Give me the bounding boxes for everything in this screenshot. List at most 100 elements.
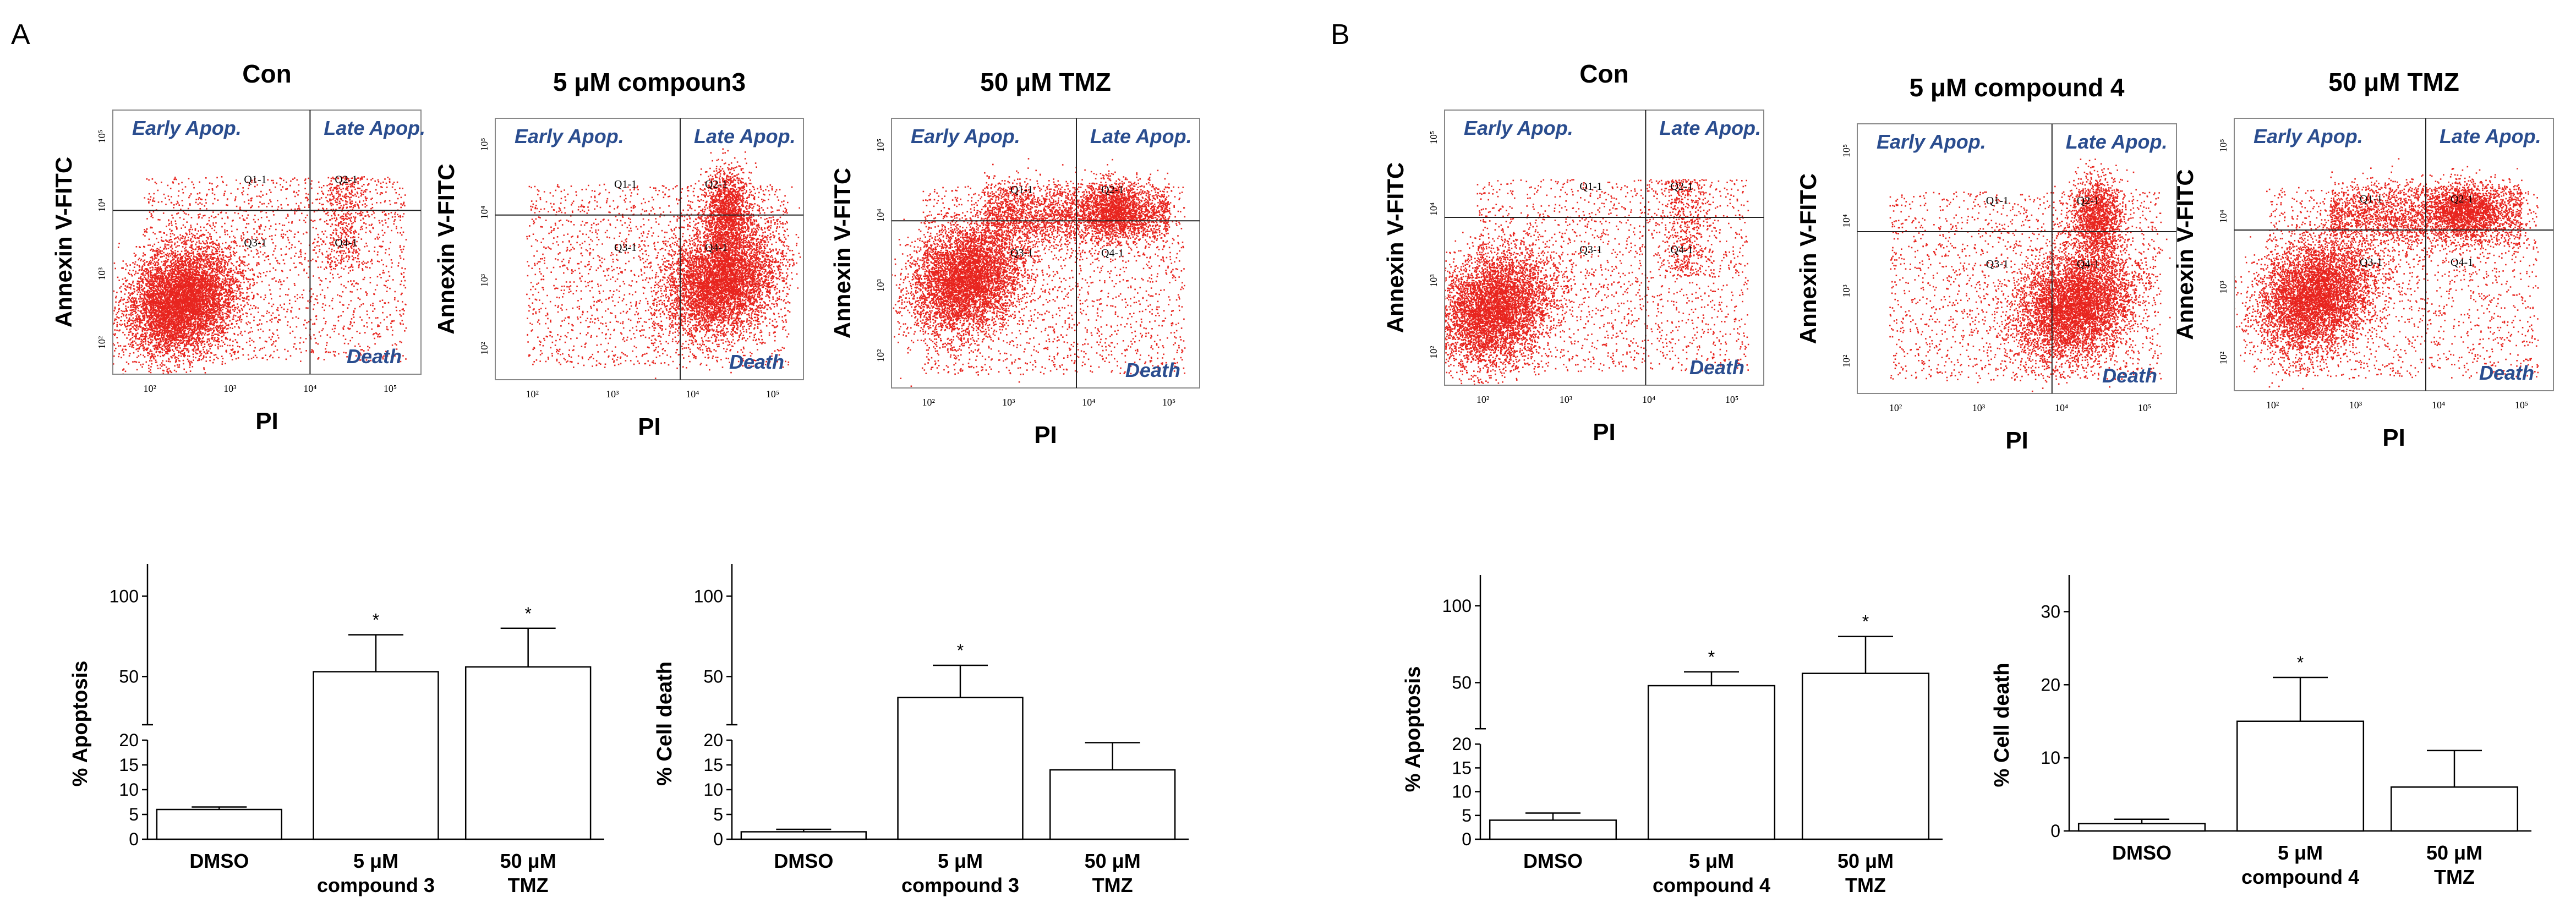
category-label: DMSO: [2112, 841, 2172, 864]
category-label: DMSO: [1523, 850, 1583, 872]
y-axis-title: Annexin V-FITC: [2172, 169, 2198, 340]
x-tick-label: 10²: [1889, 402, 1902, 413]
x-tick-label: 10⁴: [686, 389, 699, 400]
y-tick-label: 10³: [96, 267, 107, 280]
y-tick-label: 10⁴: [479, 206, 490, 219]
bar: [1648, 686, 1775, 839]
quadrant-q3-label: Q3-1: [1010, 247, 1033, 259]
category-label: 50 μM: [2426, 841, 2482, 864]
quadrant-q4-label: Q4-1: [2077, 258, 2099, 270]
y-tick-label: 100: [694, 586, 723, 606]
late-apoptosis-label: Late Apop.: [1659, 117, 1761, 139]
y-tick-label: 50: [703, 666, 723, 686]
y-tick-label: 15: [1452, 758, 1472, 778]
y-tick-label: 10⁴: [875, 209, 886, 222]
flow-event-dots: [1396, 179, 1749, 420]
category-label: DMSO: [189, 850, 249, 872]
quadrant-q3-label: Q3-1: [1579, 244, 1602, 256]
quadrant-q1-label: Q1-1: [1010, 184, 1033, 196]
significance-marker: *: [1708, 647, 1715, 667]
category-label: 5 μM: [1689, 850, 1734, 872]
death-label: Death: [2102, 364, 2157, 387]
y-tick-label: 10⁵: [1428, 131, 1439, 144]
x-tick-label: 10²: [922, 397, 934, 408]
y-tick-label: 0: [2050, 821, 2060, 841]
category-label: TMZ: [2434, 866, 2475, 888]
early-apoptosis-label: Early Apop.: [1877, 130, 1986, 153]
y-tick-label: 10²: [96, 336, 107, 349]
y-tick-label: 10: [1452, 782, 1472, 802]
y-tick-label: 20: [2041, 675, 2060, 694]
x-tick-label: 10⁴: [2432, 400, 2445, 411]
death-label: Death: [729, 351, 784, 373]
significance-marker: *: [373, 610, 379, 630]
y-axis-title: Annexin V-FITC: [1382, 162, 1408, 333]
y-tick-label: 10⁵: [479, 138, 490, 151]
category-label: compound 3: [317, 874, 435, 896]
early-apoptosis-label: Early Apop.: [515, 125, 624, 147]
x-tick-label: 10³: [1560, 394, 1573, 405]
x-tick-label: 10⁴: [2055, 402, 2068, 413]
quadrant-q2-label: Q2-1: [705, 178, 728, 190]
quadrant-q3-label: Q3-1: [1986, 258, 2009, 270]
y-tick-label: 5: [1462, 806, 1472, 825]
quadrant-q2-label: Q2-1: [2451, 193, 2473, 205]
y-tick-label: 15: [703, 755, 723, 775]
y-tick-label: 5: [713, 805, 723, 824]
flow-plot-title: 5 μM compound 4: [1909, 73, 2124, 102]
x-tick-label: 10³: [606, 389, 619, 400]
late-apoptosis-label: Late Apop.: [324, 117, 425, 139]
y-axis-title: % Apoptosis: [1402, 666, 1425, 792]
significance-marker: *: [2297, 653, 2304, 672]
x-tick-label: 10²: [2266, 400, 2279, 411]
late-apoptosis-label: Late Apop.: [2066, 130, 2168, 153]
y-tick-label: 10⁵: [96, 130, 107, 143]
death-label: Death: [1125, 359, 1180, 381]
x-tick-label: 10⁵: [2138, 402, 2151, 413]
x-axis-title: PI: [2005, 427, 2028, 454]
y-tick-label: 10: [703, 780, 723, 800]
significance-marker: *: [957, 641, 964, 660]
flow-plot-title: 50 μM TMZ: [980, 68, 1111, 96]
quadrant-q2-label: Q2-1: [2077, 195, 2099, 207]
y-tick-label: 10⁴: [2218, 210, 2229, 223]
category-label: compound 3: [901, 874, 1019, 896]
quadrant-q4-label: Q4-1: [1101, 247, 1124, 259]
y-axis-title: % Cell death: [653, 661, 676, 786]
y-tick-label: 100: [110, 586, 139, 606]
quadrant-q2-label: Q2-1: [1670, 180, 1693, 193]
quadrant-q4-label: Q4-1: [335, 237, 357, 249]
flow-plot-title: Con: [242, 59, 291, 88]
x-tick-label: 10²: [143, 383, 156, 394]
y-axis-title: Annexin V-FITC: [829, 168, 855, 338]
bar: [2391, 787, 2518, 831]
early-apoptosis-label: Early Apop.: [1464, 117, 1573, 139]
y-axis-title: Annexin V-FITC: [51, 157, 76, 327]
bar: [466, 667, 590, 839]
category-label: compound 4: [1653, 874, 1770, 896]
y-tick-label: 100: [1442, 596, 1472, 616]
y-tick-label: 5: [129, 805, 139, 824]
bar: [314, 672, 439, 839]
bar: [1490, 820, 1616, 839]
late-apoptosis-label: Late Apop.: [694, 125, 796, 147]
y-tick-label: 50: [119, 666, 139, 686]
flow-plot-title: 5 μM compoun3: [553, 68, 746, 96]
category-label: 50 μM: [1837, 850, 1894, 872]
late-apoptosis-label: Late Apop.: [1090, 125, 1192, 147]
x-tick-label: 10⁵: [766, 389, 779, 400]
y-tick-label: 10³: [1428, 274, 1439, 287]
bar: [2079, 824, 2205, 831]
quadrant-q1-label: Q1-1: [2360, 193, 2382, 205]
quadrant-q4-label: Q4-1: [2451, 256, 2473, 269]
category-label: 50 μM: [1085, 850, 1141, 872]
category-label: 5 μM: [2278, 841, 2323, 864]
y-tick-label: 30: [2041, 601, 2060, 621]
